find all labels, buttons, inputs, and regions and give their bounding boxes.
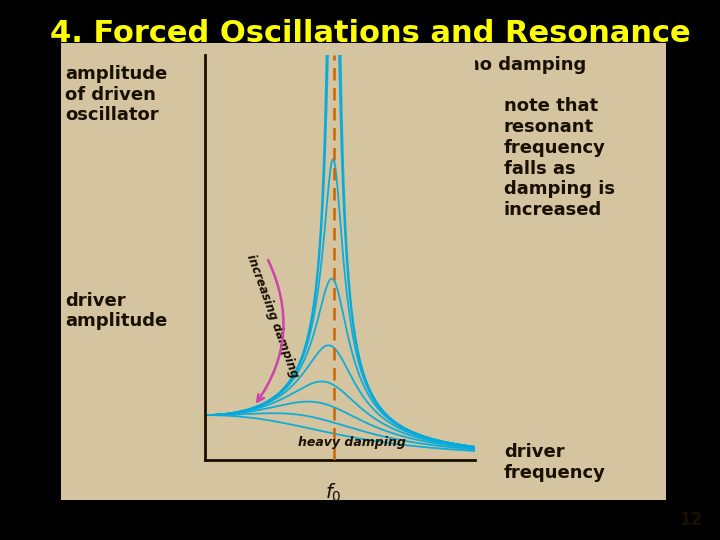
- Text: increasing damping: increasing damping: [243, 253, 300, 380]
- Text: amplitude
of driven
oscillator: amplitude of driven oscillator: [65, 65, 167, 124]
- Text: note that
resonant
frequency
falls as
damping is
increased: note that resonant frequency falls as da…: [504, 97, 615, 219]
- Bar: [61, 43, 666, 500]
- Text: $f_0$: $f_0$: [325, 482, 342, 504]
- FancyArrowPatch shape: [257, 260, 284, 402]
- Text: driver
frequency: driver frequency: [504, 443, 606, 482]
- Text: 4. Forced Oscillations and Resonance: 4. Forced Oscillations and Resonance: [50, 19, 691, 48]
- Text: no damping: no damping: [467, 56, 586, 73]
- Text: 12: 12: [679, 511, 702, 529]
- Text: heavy damping: heavy damping: [298, 436, 405, 449]
- Text: driver
amplitude: driver amplitude: [65, 292, 167, 330]
